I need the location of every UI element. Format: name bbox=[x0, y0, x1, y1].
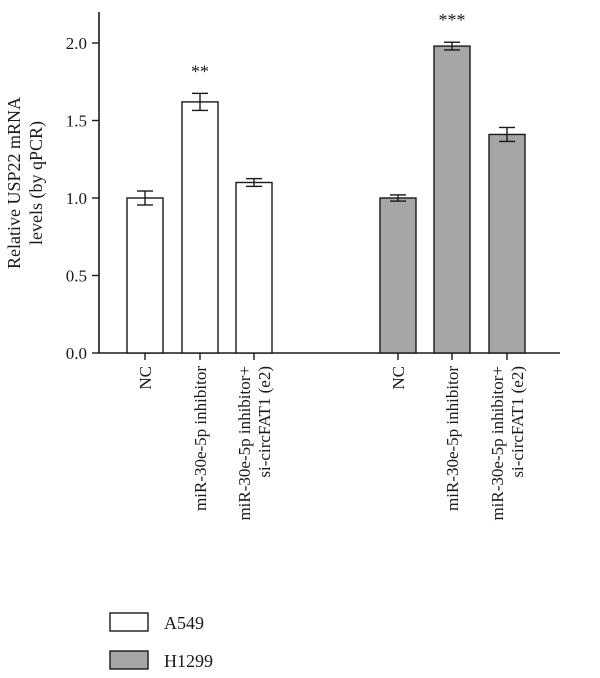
legend-swatch-a549 bbox=[109, 612, 149, 632]
y-axis-label: Relative USP22 mRNA levels (by qPCR) bbox=[4, 97, 47, 269]
category-label: NC bbox=[136, 366, 155, 390]
y-tick-label: 2.0 bbox=[66, 34, 87, 53]
bar-a549-3 bbox=[235, 181, 273, 354]
legend-label-h1299: H1299 bbox=[164, 651, 213, 671]
legend-swatch-h1299 bbox=[109, 650, 149, 670]
category-label: si-circFAT1 (e2) bbox=[508, 366, 527, 478]
category-label: miR-30e-5p inhibitor+ bbox=[235, 366, 254, 521]
bar-h1299-3 bbox=[488, 133, 526, 354]
y-tick-label: 0.0 bbox=[66, 344, 87, 363]
category-label: miR-30e-5p inhibitor bbox=[443, 366, 462, 511]
y-tick-label: 1.0 bbox=[66, 189, 87, 208]
bar-h1299-1 bbox=[379, 197, 417, 354]
bar-h1299-2 bbox=[433, 45, 471, 354]
category-label: miR-30e-5p inhibitor bbox=[191, 366, 210, 511]
category-label: si-circFAT1 (e2) bbox=[255, 366, 274, 478]
category-label: miR-30e-5p inhibitor+ bbox=[488, 366, 507, 521]
bar-a549-1 bbox=[126, 197, 164, 354]
significance-label: *** bbox=[439, 10, 466, 30]
legend-label-a549: A549 bbox=[164, 613, 204, 633]
y-axis-label-line: levels (by qPCR) bbox=[26, 121, 47, 245]
bar-a549-2 bbox=[181, 101, 219, 354]
y-tick-label: 0.5 bbox=[66, 267, 87, 286]
y-tick-label: 1.5 bbox=[66, 112, 87, 131]
significance-label: ** bbox=[191, 61, 209, 81]
category-label: NC bbox=[389, 366, 408, 390]
y-axis-label-line: Relative USP22 mRNA bbox=[4, 97, 24, 269]
